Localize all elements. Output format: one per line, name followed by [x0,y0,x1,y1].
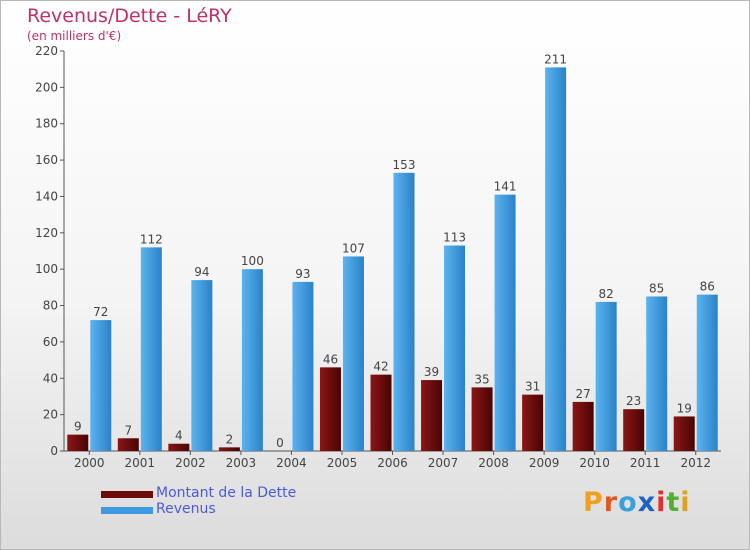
x-tick-label: 2009 [529,456,560,470]
bar-debt [673,416,695,451]
y-tick-label: 20 [43,408,58,422]
bar-revenus [545,67,567,451]
y-tick-label: 80 [43,299,58,313]
y-tick-label: 40 [43,371,58,385]
legend-label-debt: Montant de la Dette [156,485,297,501]
data-label-revenus: 107 [342,241,365,255]
logo-letter: o [618,487,638,518]
legend-swatch-debt [101,491,153,498]
data-label-debt: 4 [175,429,183,443]
x-tick-label: 2001 [125,456,156,470]
logo-letter: i [680,487,691,518]
data-label-revenus: 82 [599,287,614,301]
chart-subtitle: (en milliers d'€) [27,29,122,43]
logo-letter: P [583,487,604,518]
bar-revenus [191,280,213,451]
data-label-revenus: 72 [93,305,108,319]
chart-bars [67,67,718,452]
data-label-debt: 9 [74,420,82,434]
y-tick-label: 140 [35,189,58,203]
y-tick-label: 180 [35,117,58,131]
bar-revenus [393,172,415,451]
x-tick-label: 2012 [680,456,711,470]
x-tick-label: 2011 [630,456,661,470]
data-label-debt: 46 [323,352,338,366]
legend-swatch-revenus [101,507,153,514]
data-label-debt: 31 [525,380,540,394]
x-tick-label: 2006 [377,456,408,470]
bar-debt [522,394,544,451]
bar-debt [421,380,443,451]
x-tick-label: 2007 [428,456,459,470]
y-tick-label: 100 [35,262,58,276]
data-label-revenus: 86 [700,280,715,294]
x-tick-label: 2004 [276,456,307,470]
data-label-revenus: 100 [241,254,264,268]
y-tick-label: 60 [43,335,58,349]
bar-revenus [140,247,162,451]
data-label-revenus: 85 [649,281,664,295]
data-label-debt: 27 [576,387,591,401]
bar-revenus [342,256,364,451]
data-label-debt: 0 [276,436,284,450]
bar-revenus [595,301,617,451]
chart-title: Revenus/Dette - LéRY [27,5,232,27]
y-tick-label: 0 [50,444,58,458]
data-label-revenus: 94 [194,265,209,279]
bar-revenus [292,281,314,451]
x-tick-label: 2010 [579,456,610,470]
legend-label-revenus: Revenus [156,501,216,517]
bar-debt [623,409,645,451]
y-tick-label: 120 [35,226,58,240]
data-label-revenus: 112 [140,232,163,246]
bar-revenus [90,320,112,451]
x-tick-label: 2002 [175,456,206,470]
data-label-revenus: 153 [393,158,416,172]
bar-debt [471,387,493,451]
data-label-debt: 35 [474,372,489,386]
data-label-revenus: 113 [443,231,466,245]
logo-letter: t [666,487,681,518]
y-tick-label: 160 [35,153,58,167]
data-label-revenus: 211 [544,52,567,66]
y-tick-label: 220 [35,44,58,58]
data-label-debt: 42 [373,360,388,374]
bar-revenus [646,296,668,451]
logo-letter: r [603,487,619,518]
bar-revenus [241,269,263,451]
bar-debt [168,443,190,451]
bar-revenus [444,245,466,451]
chart-labels: 9727112494210009346107421533911335141312… [74,52,715,450]
bar-debt [319,367,341,451]
x-tick-label: 2000 [74,456,105,470]
bar-debt [572,401,594,451]
bar-debt [218,447,240,451]
data-label-revenus: 93 [295,267,310,281]
x-tick-label: 2003 [226,456,257,470]
data-label-debt: 23 [626,394,641,408]
x-tick-label: 2005 [327,456,358,470]
bar-debt [117,438,139,451]
bar-debt [67,434,89,451]
data-label-debt: 7 [124,423,132,437]
proxiti-logo: Proxiti [583,487,691,518]
bar-revenus [696,294,718,451]
data-label-debt: 39 [424,365,439,379]
logo-letter: x [637,487,657,518]
data-label-revenus: 141 [494,180,517,194]
bar-revenus [494,194,516,452]
y-tick-label: 200 [35,80,58,94]
bar-debt [370,374,392,451]
x-tick-label: 2008 [478,456,509,470]
data-label-debt: 2 [226,432,234,446]
logo-letter: i [656,487,667,518]
data-label-debt: 19 [677,401,692,415]
